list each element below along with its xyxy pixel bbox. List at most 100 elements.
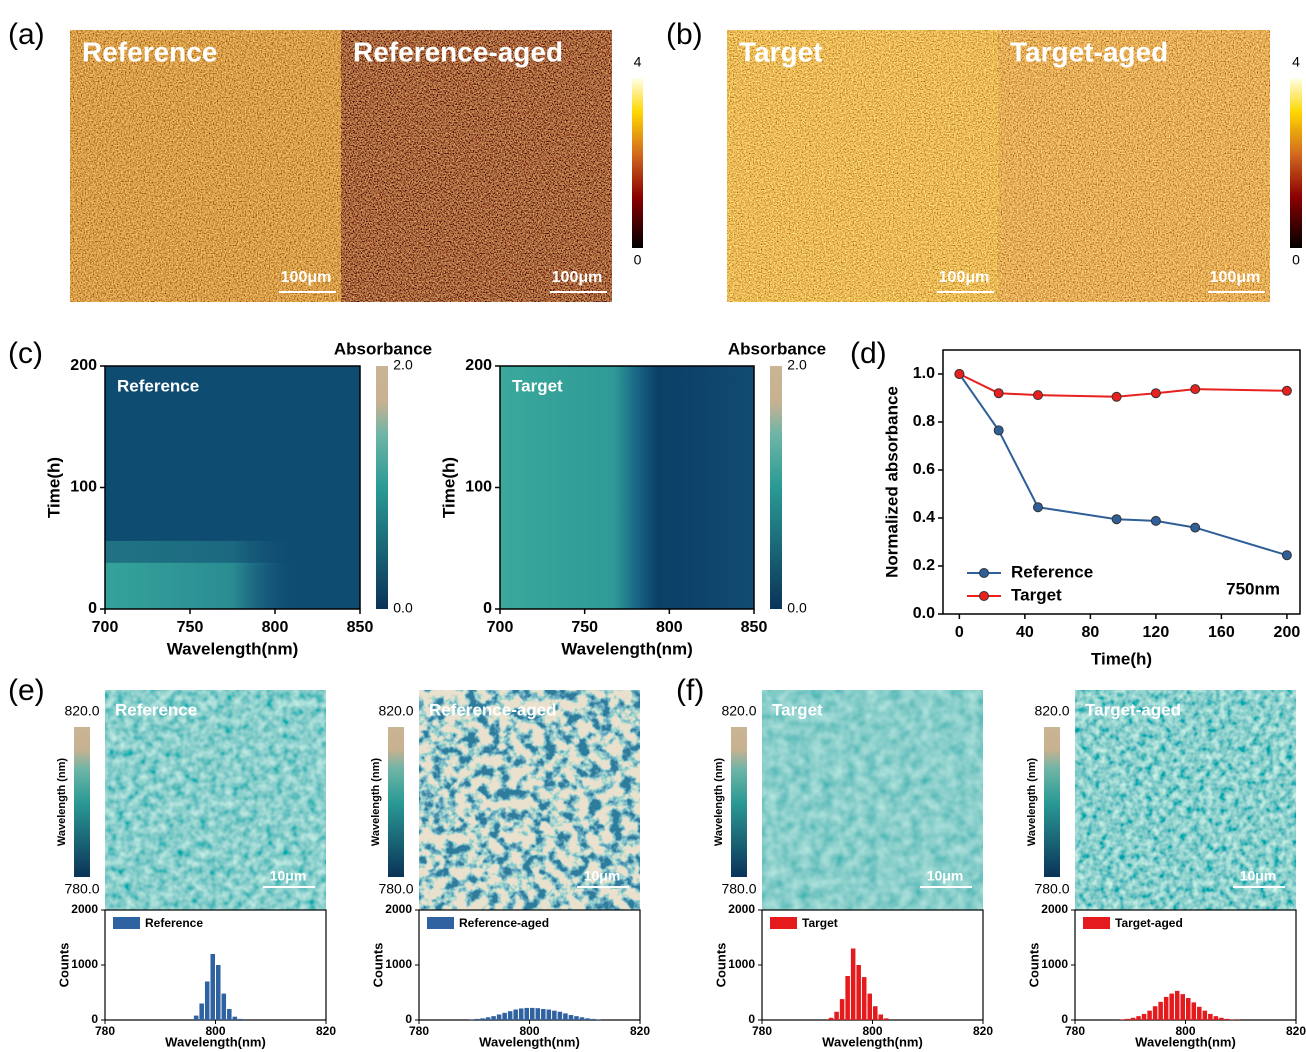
figure: (a)Reference100μmReference-aged100μm04(b… bbox=[0, 0, 1306, 1052]
x-tick-label: 820 bbox=[973, 1024, 993, 1038]
x-tick-label: 700 bbox=[487, 619, 514, 636]
histogram-bar bbox=[574, 1016, 579, 1020]
y-tick-label: 200 bbox=[465, 357, 492, 374]
histogram-bar bbox=[199, 1004, 204, 1021]
image-title: Target bbox=[772, 700, 823, 719]
y-tick-label: 0 bbox=[405, 1012, 412, 1026]
scale-bar-label: 10μm bbox=[1240, 868, 1277, 884]
y-tick-label: 0.6 bbox=[913, 461, 935, 478]
histogram-bar bbox=[552, 1011, 557, 1020]
panel-label: (f) bbox=[676, 674, 704, 707]
afm-image bbox=[70, 30, 341, 302]
y-tick-label: 2000 bbox=[385, 902, 412, 916]
histogram-bar bbox=[1125, 1019, 1130, 1020]
y-axis-label: Counts bbox=[713, 943, 728, 988]
histogram-bar bbox=[513, 1010, 518, 1020]
colorbar-tick-label: 4 bbox=[634, 54, 642, 70]
histogram-bar bbox=[1230, 1019, 1235, 1020]
y-tick-label: 200 bbox=[70, 357, 97, 374]
scale-bar-label: 100μm bbox=[552, 269, 603, 286]
histogram-bar bbox=[1214, 1016, 1219, 1020]
y-tick-label: 0.8 bbox=[913, 413, 935, 430]
x-tick-label: 820 bbox=[1286, 1024, 1306, 1038]
legend-label: Target-aged bbox=[1115, 916, 1183, 930]
x-tick-label: 850 bbox=[347, 619, 374, 636]
image-title: Reference-aged bbox=[429, 700, 557, 719]
x-tick-label: 820 bbox=[630, 1024, 650, 1038]
histogram-bar bbox=[1131, 1018, 1136, 1020]
y-tick-label: 2000 bbox=[728, 902, 755, 916]
legend-swatch bbox=[1083, 917, 1110, 929]
colorbar-tick-label: 820.0 bbox=[64, 703, 99, 719]
x-tick-label: 80 bbox=[1081, 624, 1099, 641]
legend-label: Target bbox=[1011, 585, 1062, 604]
x-tick-label: 700 bbox=[92, 619, 119, 636]
histogram-bar bbox=[1197, 1007, 1202, 1020]
histogram-bar bbox=[194, 1016, 199, 1020]
colorbar-tick-label: 780.0 bbox=[64, 881, 99, 897]
colorbar bbox=[731, 727, 747, 877]
y-tick-label: 100 bbox=[465, 479, 492, 496]
legend-label: Reference-aged bbox=[459, 916, 549, 930]
colorbar-label: Wavelength (nm) bbox=[370, 758, 382, 847]
image-title: Target-aged bbox=[1085, 700, 1181, 719]
data-point bbox=[1112, 515, 1121, 524]
x-axis-label: Wavelength(nm) bbox=[165, 1034, 266, 1049]
scale-bar-label: 10μm bbox=[927, 868, 964, 884]
colorbar-tick-label: 2.0 bbox=[393, 357, 413, 373]
histogram-bar bbox=[873, 1006, 878, 1020]
histogram-bar bbox=[1192, 1002, 1197, 1020]
histogram-bar bbox=[591, 1019, 596, 1020]
data-point bbox=[1282, 551, 1291, 560]
histogram-bar bbox=[829, 1018, 834, 1020]
histogram-bar bbox=[1175, 991, 1180, 1020]
series-line bbox=[959, 374, 1287, 397]
histogram-bar bbox=[1147, 1011, 1152, 1020]
x-tick-label: 0 bbox=[955, 624, 964, 641]
y-axis-label: Time(h) bbox=[439, 457, 458, 518]
histogram-bar bbox=[1142, 1014, 1147, 1020]
histogram-bar bbox=[541, 1009, 546, 1020]
histogram-bar bbox=[1164, 997, 1169, 1020]
colorbar-label: Absorbance bbox=[334, 339, 432, 358]
image-title: Target-aged bbox=[1010, 36, 1168, 67]
y-tick-label: 0.0 bbox=[913, 605, 935, 622]
data-point bbox=[994, 426, 1003, 435]
scale-bar-label: 10μm bbox=[584, 868, 621, 884]
histogram-bar bbox=[205, 982, 210, 1021]
y-tick-label: 0 bbox=[483, 600, 492, 617]
y-tick-label: 1000 bbox=[728, 957, 755, 971]
x-tick-label: 750 bbox=[571, 619, 598, 636]
y-tick-label: 100 bbox=[70, 479, 97, 496]
x-tick-label: 120 bbox=[1143, 624, 1170, 641]
data-point bbox=[1191, 523, 1200, 532]
x-tick-label: 850 bbox=[741, 619, 768, 636]
colorbar bbox=[1044, 727, 1060, 877]
panel-label: (c) bbox=[8, 337, 43, 370]
x-axis-label: Wavelength(nm) bbox=[1135, 1034, 1236, 1049]
image-title: Reference bbox=[82, 36, 217, 67]
histogram-bar bbox=[486, 1017, 491, 1020]
histogram-bar bbox=[563, 1013, 568, 1020]
x-axis-label: Wavelength(nm) bbox=[561, 639, 693, 658]
image-title: Reference-aged bbox=[353, 36, 563, 67]
y-tick-label: 0.4 bbox=[913, 509, 935, 526]
x-tick-label: 780 bbox=[409, 1024, 429, 1038]
histogram-bar bbox=[524, 1008, 529, 1020]
histogram-bar bbox=[1136, 1016, 1141, 1020]
y-tick-label: 0 bbox=[1061, 1012, 1068, 1026]
x-tick-label: 200 bbox=[1274, 624, 1301, 641]
heatmap-field bbox=[500, 366, 754, 609]
legend-label: Reference bbox=[145, 916, 203, 930]
afm-image bbox=[998, 30, 1270, 302]
y-axis-label: Counts bbox=[1026, 943, 1041, 988]
data-point bbox=[1033, 503, 1042, 512]
legend-label: Reference bbox=[1011, 562, 1093, 581]
data-point bbox=[1151, 389, 1160, 398]
y-tick-label: 1000 bbox=[1041, 957, 1068, 971]
colorbar-tick-label: 0.0 bbox=[787, 600, 807, 616]
y-axis-label: Time(h) bbox=[44, 457, 63, 518]
y-tick-label: 1000 bbox=[385, 957, 412, 971]
scale-bar-label: 100μm bbox=[939, 269, 990, 286]
x-axis-label: Time(h) bbox=[1091, 649, 1152, 668]
